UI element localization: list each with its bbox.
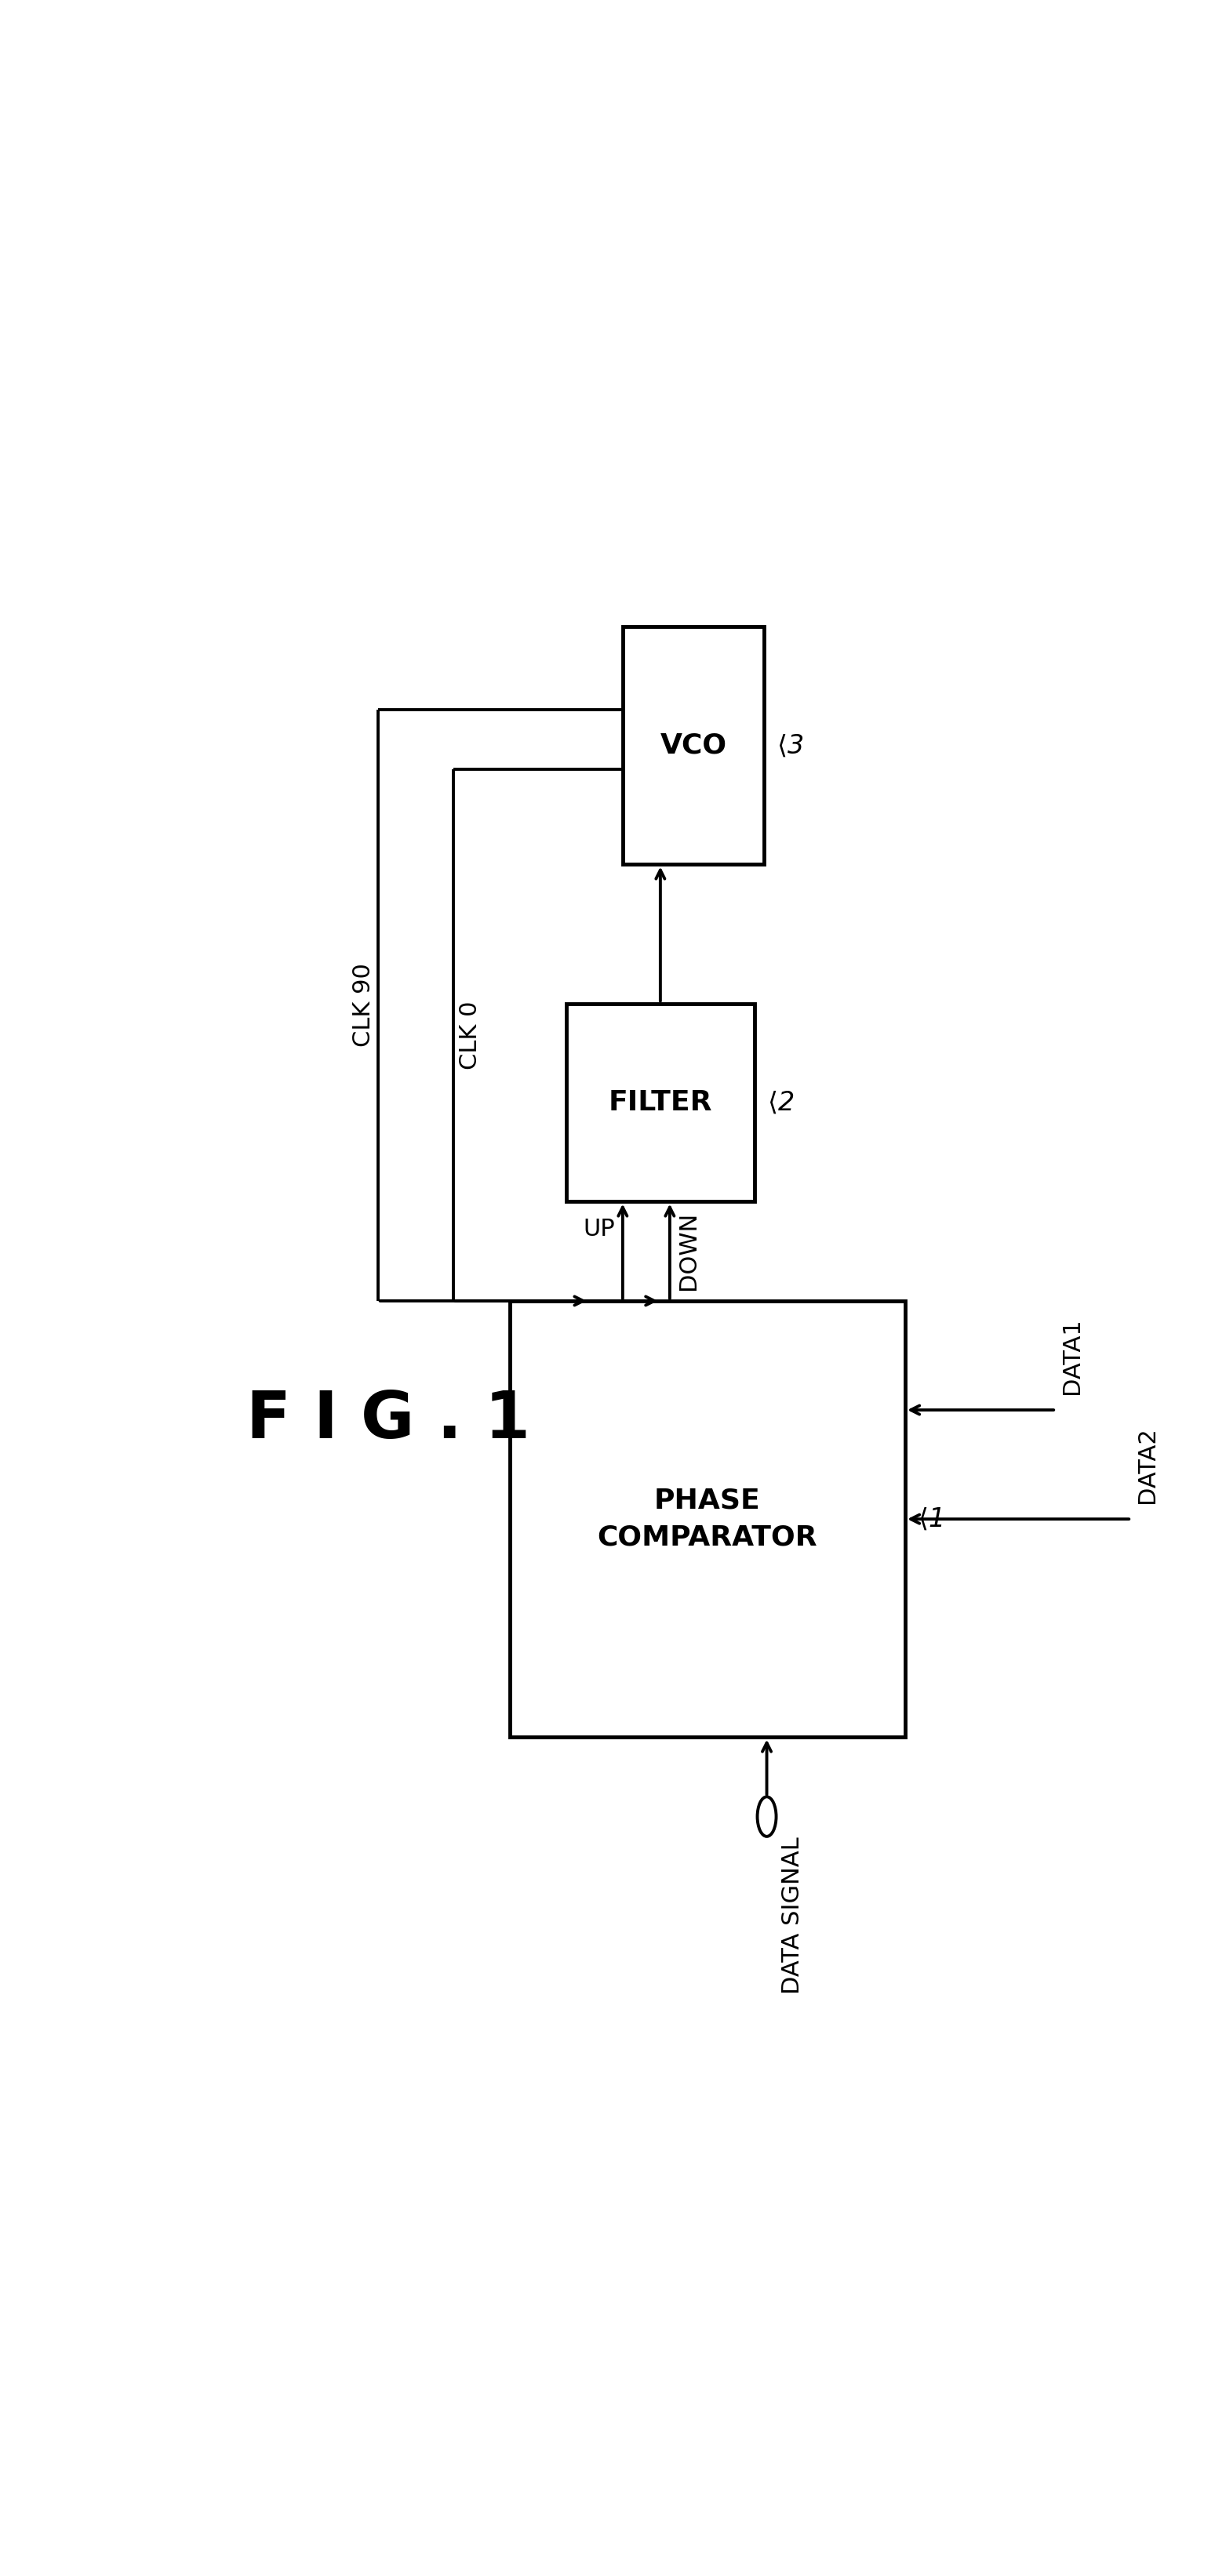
Text: CLK 0: CLK 0 <box>459 1002 481 1069</box>
Bar <box>566 1002 755 1200</box>
Text: $\langle$2: $\langle$2 <box>767 1090 793 1115</box>
Text: DATA SIGNAL: DATA SIGNAL <box>781 1837 803 1994</box>
Text: $\langle$1: $\langle$1 <box>917 1507 942 1533</box>
Text: DATA1: DATA1 <box>1061 1316 1084 1394</box>
Text: F I G . 1: F I G . 1 <box>245 1388 530 1453</box>
Text: PHASE
COMPARATOR: PHASE COMPARATOR <box>598 1486 818 1551</box>
Text: DATA2: DATA2 <box>1136 1427 1159 1504</box>
Text: CLK 90: CLK 90 <box>352 963 375 1048</box>
Text: FILTER: FILTER <box>609 1090 712 1115</box>
Text: UP: UP <box>583 1218 615 1239</box>
Circle shape <box>757 1798 776 1837</box>
Bar <box>510 1301 905 1736</box>
Text: $\langle$3: $\langle$3 <box>776 732 803 760</box>
Text: VCO: VCO <box>660 732 727 760</box>
Text: DOWN: DOWN <box>677 1211 700 1291</box>
Bar <box>622 626 764 866</box>
